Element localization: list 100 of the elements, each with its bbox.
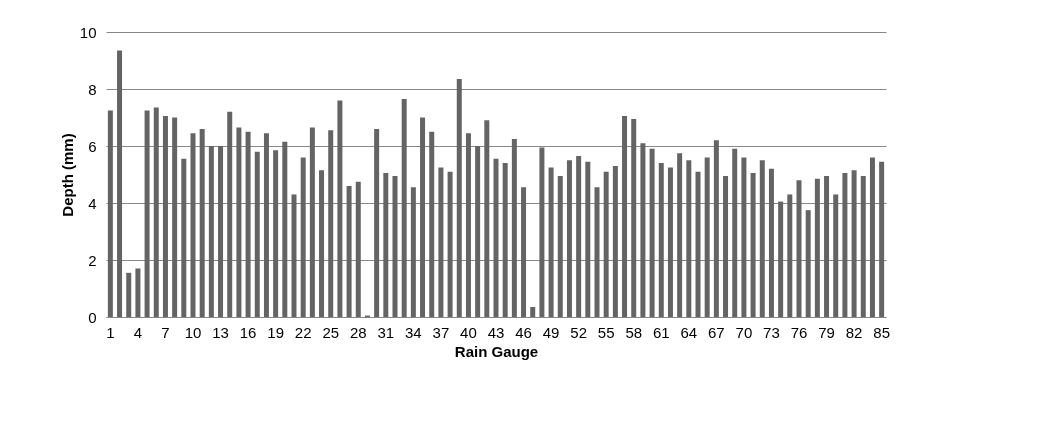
x-tick-label: 73 bbox=[763, 323, 780, 341]
x-tick-label: 49 bbox=[542, 323, 560, 341]
bar bbox=[300, 157, 306, 317]
x-tick-label: 52 bbox=[570, 323, 587, 341]
y-tick-label: 0 bbox=[88, 308, 97, 326]
x-tick-label: 1 bbox=[106, 323, 115, 341]
bar bbox=[695, 171, 701, 317]
x-tick-label: 34 bbox=[405, 323, 422, 341]
bar bbox=[208, 146, 214, 317]
bar bbox=[438, 167, 444, 317]
bar bbox=[144, 110, 150, 317]
bar bbox=[530, 307, 536, 317]
bar bbox=[612, 165, 618, 317]
bar bbox=[787, 194, 793, 317]
bar bbox=[539, 147, 545, 317]
bar bbox=[420, 117, 426, 317]
x-tick-label: 40 bbox=[460, 323, 477, 341]
x-tick-label: 79 bbox=[818, 323, 835, 341]
bar bbox=[227, 111, 233, 317]
bar bbox=[254, 151, 260, 317]
x-tick-label: 7 bbox=[161, 323, 170, 341]
bar bbox=[869, 157, 875, 317]
bar bbox=[319, 170, 325, 317]
bar bbox=[355, 181, 361, 317]
bar bbox=[842, 173, 848, 317]
x-tick-label: 19 bbox=[267, 323, 284, 341]
bar bbox=[383, 173, 389, 317]
x-tick-label: 64 bbox=[680, 323, 698, 341]
y-tick-label: 8 bbox=[88, 80, 97, 98]
bar bbox=[704, 157, 710, 317]
x-tick-label: 46 bbox=[515, 323, 532, 341]
bar bbox=[392, 175, 398, 317]
bar bbox=[374, 128, 380, 317]
x-tick-label: 22 bbox=[294, 323, 312, 341]
bar bbox=[484, 120, 490, 317]
bar bbox=[181, 158, 187, 317]
x-tick-label: 16 bbox=[239, 323, 257, 341]
bar bbox=[107, 110, 113, 317]
y-tick-label: 10 bbox=[79, 23, 97, 41]
bar bbox=[162, 116, 168, 317]
bar bbox=[557, 175, 563, 317]
x-tick-label: 4 bbox=[133, 323, 143, 341]
bar bbox=[686, 160, 692, 317]
x-tick-label: 58 bbox=[625, 323, 643, 341]
bar bbox=[879, 161, 885, 317]
x-tick-label: 76 bbox=[790, 323, 808, 341]
bar bbox=[447, 171, 453, 317]
bar bbox=[603, 171, 609, 317]
x-tick-label: 13 bbox=[212, 323, 229, 341]
bar bbox=[401, 98, 407, 317]
bar bbox=[273, 150, 279, 317]
bar bbox=[566, 160, 572, 317]
bar bbox=[199, 128, 205, 317]
bar bbox=[493, 158, 499, 317]
bar bbox=[585, 161, 591, 317]
y-tick-label: 6 bbox=[88, 137, 97, 155]
bar bbox=[658, 163, 664, 317]
bar bbox=[750, 173, 756, 317]
x-tick-label: 67 bbox=[708, 323, 725, 341]
bar bbox=[218, 146, 224, 317]
bar bbox=[594, 187, 600, 317]
bar bbox=[429, 131, 435, 317]
y-tick-label: 4 bbox=[88, 194, 97, 212]
bar bbox=[465, 133, 471, 317]
bar bbox=[778, 201, 784, 317]
bar bbox=[190, 133, 196, 317]
bar bbox=[824, 175, 830, 317]
x-tick-label: 61 bbox=[652, 323, 670, 341]
bar bbox=[649, 148, 655, 317]
bar bbox=[759, 160, 765, 317]
bar bbox=[851, 170, 857, 317]
x-tick-label: 85 bbox=[873, 323, 890, 341]
bar bbox=[631, 118, 637, 317]
bar bbox=[805, 210, 811, 317]
bar bbox=[833, 194, 839, 317]
bar bbox=[172, 117, 178, 317]
x-tick-label: 10 bbox=[184, 323, 202, 341]
bar bbox=[723, 175, 729, 317]
x-tick-label: 25 bbox=[322, 323, 340, 341]
bar bbox=[511, 138, 517, 317]
bar bbox=[667, 167, 673, 317]
bar bbox=[126, 272, 132, 317]
x-tick-label: 70 bbox=[735, 323, 753, 341]
bar bbox=[732, 148, 738, 317]
y-axis-title: Depth (mm) bbox=[58, 133, 76, 217]
bar bbox=[768, 168, 774, 317]
bar bbox=[622, 116, 628, 317]
bar bbox=[502, 163, 508, 317]
bar bbox=[291, 194, 297, 317]
x-tick-label: 31 bbox=[377, 323, 395, 341]
bar bbox=[245, 131, 251, 317]
bar bbox=[741, 157, 747, 317]
bar bbox=[548, 167, 554, 317]
x-tick-label: 43 bbox=[487, 323, 505, 341]
bar bbox=[521, 187, 527, 317]
bar bbox=[677, 153, 683, 317]
bar bbox=[860, 175, 866, 317]
x-tick-label: 55 bbox=[597, 323, 615, 341]
bar bbox=[309, 127, 315, 317]
bar bbox=[328, 130, 334, 317]
